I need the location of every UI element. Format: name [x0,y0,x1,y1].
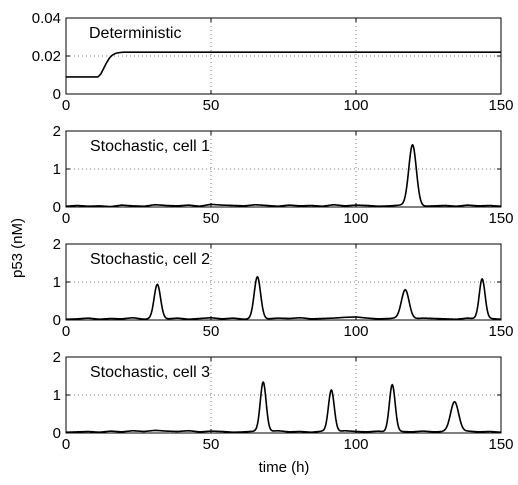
x-tick-label: 100 [343,97,368,114]
x-tick-label: 0 [62,210,70,227]
panel-2: 0 50 100 150 0 1 2 Stochastic, cell 1 [53,123,514,227]
panel-4: 0 50 100 150 0 1 2 Stochastic, cell 3 [53,349,514,453]
y-tick-label: 2 [53,349,61,366]
x-tick-label: 150 [488,210,513,227]
panel-title: Stochastic, cell 3 [90,364,210,381]
y-tick-label: 2 [53,236,61,253]
y-tick-label: 1 [53,274,61,291]
x-tick-label: 50 [203,97,220,114]
x-tick-label: 50 [203,436,220,453]
panel-title: Stochastic, cell 1 [90,138,210,155]
x-tick-label: 100 [343,210,368,227]
x-tick-label: 50 [203,210,220,227]
x-axis-label: time (h) [259,459,310,476]
y-tick-label: 0.02 [32,48,61,65]
x-tick-label: 100 [343,323,368,340]
y-axis-label: p53 (nM) [9,218,26,278]
series-line [65,381,502,434]
y-tick-label: 1 [53,161,61,178]
x-tick-label: 0 [62,323,70,340]
series-line [66,51,501,78]
y-tick-label: 0 [53,86,61,103]
x-tick-label: 50 [203,323,220,340]
series-line [65,143,502,208]
x-tick-label: 150 [488,436,513,453]
panel-3: 0 50 100 150 0 1 2 Stochastic, cell 2 [53,236,514,340]
panel-title: Stochastic, cell 2 [90,251,210,268]
x-tick-label: 0 [62,97,70,114]
panel-title: Deterministic [89,25,181,42]
series-line [65,275,502,321]
y-tick-label: 1 [53,387,61,404]
y-tick-label: 2 [53,123,61,140]
y-tick-label: 0 [53,312,61,329]
panel-1: 0 50 100 150 0 0.02 0.04 Deterministic [32,10,514,114]
y-tick-label: 0 [53,199,61,216]
x-tick-label: 150 [488,323,513,340]
x-tick-label: 150 [488,97,513,114]
x-tick-label: 100 [343,436,368,453]
y-tick-label: 0.04 [32,10,61,27]
y-tick-label: 0 [53,425,61,442]
x-tick-label: 0 [62,436,70,453]
